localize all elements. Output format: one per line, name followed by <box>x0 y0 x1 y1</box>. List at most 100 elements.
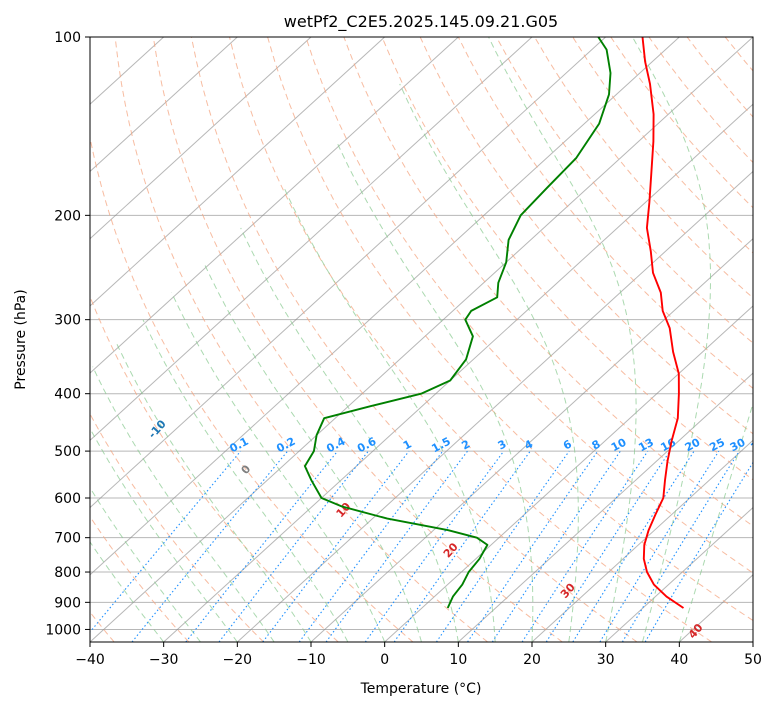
mixing-ratio-label: 6 <box>561 437 574 452</box>
x-tick-label: 50 <box>744 652 762 668</box>
x-tick-label: 30 <box>597 652 615 668</box>
isotherm-gridline <box>605 506 753 642</box>
mixing-ratio-line <box>298 450 444 642</box>
x-tick-label: 40 <box>670 652 688 668</box>
mixing-ratio-line <box>467 450 599 642</box>
mixing-ratio-line <box>364 450 505 642</box>
mixing-ratio-line <box>218 450 369 642</box>
mixing-ratio-label: 0.6 <box>355 435 379 456</box>
mixing-ratio-label: 3 <box>496 437 509 452</box>
mixing-ratio-line <box>599 450 720 642</box>
dry-adiabat <box>90 135 414 642</box>
dry-adiabat-label: 40 <box>686 621 706 641</box>
moist-adiabat <box>116 343 312 642</box>
dry-adiabat <box>190 37 638 642</box>
moist-adiabat <box>283 187 496 642</box>
mixing-ratio-line <box>262 450 410 642</box>
dry-adiabat <box>686 37 753 118</box>
dry-adiabat <box>381 37 753 481</box>
moist-adiabat <box>90 427 238 642</box>
x-tick-label: 0 <box>380 652 389 668</box>
y-tick-label: 300 <box>54 313 81 329</box>
dewpoint-profile <box>303 37 612 609</box>
isotherm-gridline <box>752 641 753 642</box>
moist-adiabat <box>90 486 201 642</box>
dry-adiabat <box>152 37 563 642</box>
mixing-ratio-line <box>572 450 695 642</box>
x-tick-label: −40 <box>75 652 105 668</box>
x-axis-label: Temperature (°C) <box>360 681 482 697</box>
mixing-ratio-line <box>393 450 531 642</box>
isotherm-gridline <box>310 237 753 642</box>
dry-adiabat <box>648 37 753 164</box>
profile-lines <box>303 37 685 609</box>
y-tick-label: 1000 <box>45 622 81 638</box>
mixing-ratio-line <box>545 450 671 642</box>
moist-adiabat <box>240 227 459 642</box>
mixing-ratio-line <box>131 450 289 642</box>
y-tick-label: 800 <box>54 565 81 581</box>
dry-adiabat <box>90 515 190 642</box>
y-tick-label: 100 <box>54 30 81 46</box>
y-tick-label: 900 <box>54 595 81 611</box>
moist-adiabat <box>92 366 275 642</box>
moist-adiabat <box>90 540 165 642</box>
dry-adiabat <box>534 37 753 299</box>
mixing-ratio-line <box>325 450 468 642</box>
isotherm-gridline <box>90 37 312 240</box>
axes: −40 −30 −20 −10 0 10 20 30 40 5010020030040050060… <box>45 30 762 668</box>
mixing-ratio-label: 30 <box>728 436 748 455</box>
dry-adiabat <box>763 37 775 642</box>
dry-adiabat <box>343 37 753 527</box>
mixing-ratio-line <box>185 450 339 642</box>
y-tick-label: 500 <box>54 444 81 460</box>
x-tick-label: −30 <box>149 652 179 668</box>
isotherm-gridline <box>90 37 680 576</box>
dry-adiabat <box>457 37 753 389</box>
mixing-ratio-label: 16 <box>658 436 678 455</box>
temperature-profile <box>641 37 685 609</box>
isotherm-gridline <box>384 305 753 642</box>
mixing-ratio-label: 0.4 <box>324 435 348 456</box>
moist-adiabat <box>142 319 349 642</box>
mixing-ratio-label: 1 <box>401 437 414 452</box>
x-tick-label: 10 <box>449 652 467 668</box>
mixing-ratio-label: 1.5 <box>429 435 452 456</box>
chart-title: wetPf2_C2E5.2025.145.09.21.G05 <box>284 12 558 32</box>
y-axis-label: Pressure (hPa) <box>13 289 29 389</box>
dry-adiabat <box>419 37 753 435</box>
dry-adiabat <box>610 37 753 209</box>
mixing-ratio-label: 2 <box>459 437 472 452</box>
mixing-ratio-label: 0.1 <box>227 435 250 456</box>
isotherm-gridline <box>90 37 238 173</box>
moist-adiabat <box>336 141 534 642</box>
mixing-ratio-line <box>90 450 242 633</box>
dry-adiabat-label: 0 <box>239 462 254 477</box>
mixing-ratio-label: 10 <box>609 435 629 454</box>
moist-adiabat <box>678 401 753 642</box>
isotherm-gridline <box>90 37 386 307</box>
isotherm-gridline <box>163 103 753 642</box>
isotherm-gridline <box>236 170 753 642</box>
mixing-ratio-label: 0.2 <box>274 435 297 456</box>
dry-adiabat <box>90 295 339 642</box>
dry-adiabat-label: 30 <box>558 580 578 600</box>
y-tick-label: 200 <box>54 208 81 224</box>
x-tick-label: −20 <box>223 652 253 668</box>
x-tick-label: 20 <box>523 652 541 668</box>
y-tick-label: 600 <box>54 491 81 507</box>
dry-adiabat <box>724 37 753 72</box>
y-tick-label: 700 <box>54 531 81 547</box>
dry-adiabat <box>495 37 753 344</box>
isotherm-gridline <box>531 439 753 642</box>
dry-adiabat <box>90 412 264 642</box>
background-lines <box>90 37 775 642</box>
x-tick-label: −10 <box>296 652 326 668</box>
moist-adiabat <box>399 83 579 642</box>
isotherm-gridline <box>90 37 533 442</box>
isotherm-gridline <box>90 37 459 374</box>
moist-adiabat <box>171 292 386 642</box>
moist-adiabat <box>632 37 711 642</box>
dry-adiabat <box>305 37 753 574</box>
